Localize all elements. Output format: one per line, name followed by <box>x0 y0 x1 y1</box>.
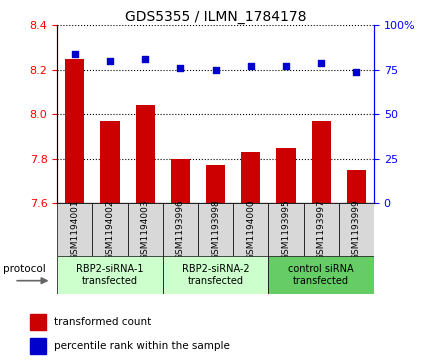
Bar <box>233 203 268 256</box>
Bar <box>276 148 296 203</box>
Point <box>106 58 114 64</box>
Text: GSM1194000: GSM1194000 <box>246 199 255 260</box>
Text: RBP2-siRNA-1
transfected: RBP2-siRNA-1 transfected <box>76 264 144 286</box>
Bar <box>57 256 163 294</box>
Text: GSM1193998: GSM1193998 <box>211 199 220 260</box>
Bar <box>100 121 120 203</box>
Point <box>212 67 219 73</box>
Text: GSM1193999: GSM1193999 <box>352 199 361 260</box>
Bar <box>304 203 339 256</box>
Text: GSM1194002: GSM1194002 <box>106 199 114 260</box>
Text: GSM1193996: GSM1193996 <box>176 199 185 260</box>
Bar <box>128 203 163 256</box>
Bar <box>65 59 84 203</box>
Bar <box>92 203 128 256</box>
Text: GSM1194001: GSM1194001 <box>70 199 79 260</box>
Bar <box>30 338 46 354</box>
Bar <box>206 166 225 203</box>
Point <box>71 51 78 57</box>
Text: transformed count: transformed count <box>55 317 152 327</box>
Text: protocol: protocol <box>3 264 46 274</box>
Text: GSM1193995: GSM1193995 <box>282 199 290 260</box>
Point <box>353 69 360 74</box>
Bar <box>136 106 155 203</box>
Bar <box>57 203 92 256</box>
Bar <box>163 203 198 256</box>
Title: GDS5355 / ILMN_1784178: GDS5355 / ILMN_1784178 <box>125 11 306 24</box>
Bar <box>241 152 260 203</box>
Text: GSM1194003: GSM1194003 <box>141 199 150 260</box>
Text: control siRNA
transfected: control siRNA transfected <box>288 264 354 286</box>
Bar <box>339 203 374 256</box>
Point <box>177 65 184 71</box>
Text: RBP2-siRNA-2
transfected: RBP2-siRNA-2 transfected <box>182 264 249 286</box>
Point <box>247 64 254 69</box>
Bar <box>163 256 268 294</box>
Bar <box>347 170 366 203</box>
Point <box>142 56 149 62</box>
Bar <box>171 159 190 203</box>
Point <box>282 64 290 69</box>
Bar <box>312 121 331 203</box>
Bar <box>30 314 46 330</box>
Text: GSM1193997: GSM1193997 <box>317 199 326 260</box>
Bar <box>268 256 374 294</box>
Bar <box>198 203 233 256</box>
Text: percentile rank within the sample: percentile rank within the sample <box>55 341 230 351</box>
Bar <box>268 203 304 256</box>
Point <box>318 60 325 66</box>
